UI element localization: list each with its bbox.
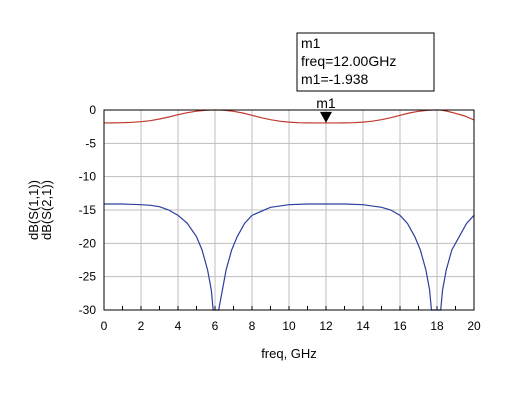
marker-readout-freq: freq=12.00GHz	[301, 53, 396, 69]
x-axis-ticks: 0 2 4 6 8 10 12 14 16 18 20	[101, 306, 481, 333]
y-tick-label: -15	[79, 203, 97, 217]
marker-tag-label: m1	[316, 95, 336, 111]
y-tick-label: -10	[79, 170, 97, 184]
x-tick-label: 4	[175, 319, 182, 333]
marker-triangle-icon[interactable]	[320, 111, 332, 123]
y-tick-label: -20	[79, 236, 97, 250]
x-tick-label: 2	[138, 319, 145, 333]
x-tick-label: 18	[430, 319, 444, 333]
marker-readout-box	[296, 32, 435, 92]
x-tick-label: 14	[356, 319, 370, 333]
x-tick-label: 8	[249, 319, 256, 333]
y-tick-label: -25	[79, 270, 97, 284]
grid	[103, 109, 475, 311]
x-tick-label: 20	[467, 319, 481, 333]
marker-readout-value: m1=-1.938	[301, 71, 369, 87]
marker-readout-name: m1	[301, 35, 321, 51]
y-tick-label: 0	[89, 103, 96, 117]
marker-m1[interactable]: m1 freq=12.00GHz m1=-1.938 m1	[296, 32, 435, 123]
x-axis-title: freq, GHz	[261, 346, 317, 361]
x-tick-label: 10	[282, 319, 296, 333]
y-tick-label: -30	[79, 303, 97, 317]
y-axis-title-s21: dB(S(2,1))	[39, 180, 54, 240]
x-tick-label: 12	[319, 319, 333, 333]
y-axis-title: dB(S(1,1)) dB(S(2,1))	[26, 180, 54, 240]
x-tick-label: 0	[101, 319, 108, 333]
x-tick-label: 16	[393, 319, 407, 333]
plot-frame	[103, 109, 475, 311]
y-axis-title-s11: dB(S(1,1))	[26, 180, 41, 240]
y-tick-label: -5	[85, 136, 96, 150]
y-axis-ticks: 0 -5 -10 -15 -20 -25 -30	[79, 103, 97, 317]
x-tick-label: 6	[212, 319, 219, 333]
series-line	[103, 109, 475, 124]
